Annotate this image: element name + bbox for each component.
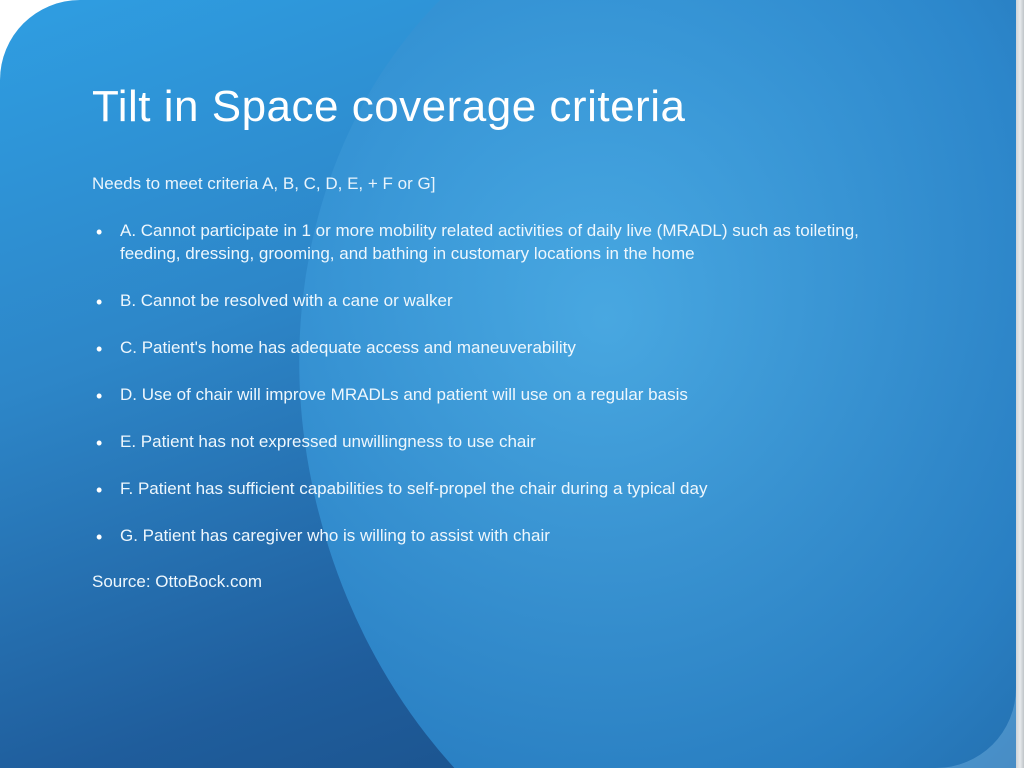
source-text: Source: OttoBock.com bbox=[92, 572, 936, 592]
slide: Tilt in Space coverage criteria Needs to… bbox=[0, 0, 1024, 768]
criteria-item: F. Patient has sufficient capabilities t… bbox=[120, 478, 936, 501]
criteria-item: D. Use of chair will improve MRADLs and … bbox=[120, 384, 936, 407]
criteria-item: B. Cannot be resolved with a cane or wal… bbox=[120, 290, 936, 313]
slide-edge-strip bbox=[1016, 0, 1024, 768]
criteria-item: G. Patient has caregiver who is willing … bbox=[120, 525, 936, 548]
criteria-subtitle: Needs to meet criteria A, B, C, D, E, + … bbox=[92, 174, 936, 194]
criteria-list: A. Cannot participate in 1 or more mobil… bbox=[92, 220, 936, 548]
slide-title: Tilt in Space coverage criteria bbox=[92, 82, 936, 132]
criteria-item: A. Cannot participate in 1 or more mobil… bbox=[120, 220, 936, 266]
slide-content: Tilt in Space coverage criteria Needs to… bbox=[0, 0, 1016, 768]
criteria-item: C. Patient's home has adequate access an… bbox=[120, 337, 936, 360]
criteria-item: E. Patient has not expressed unwillingne… bbox=[120, 431, 936, 454]
